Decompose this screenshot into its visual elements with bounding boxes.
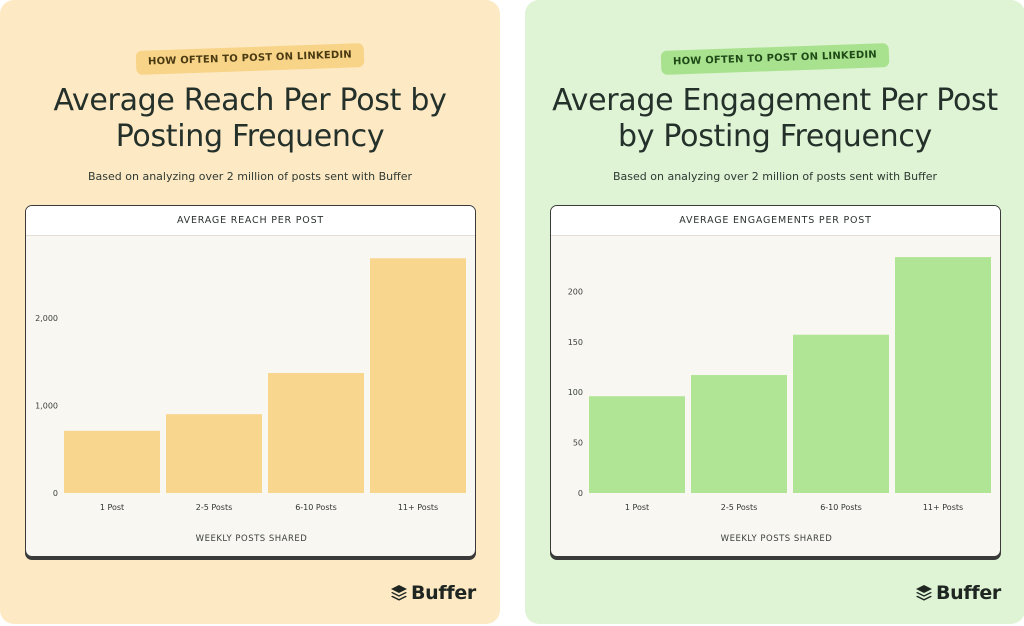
y-tick-label: 2,000 bbox=[35, 314, 58, 323]
engagement-chart: AVERAGE ENGAGEMENTS PER POST 0 50 100 150 20… bbox=[550, 205, 1001, 557]
engagement-card: HOW OFTEN TO POST ON LINKEDIN Average En… bbox=[525, 0, 1024, 624]
engagement-chart-svg: 0 50 100 150 200 1 Post 2-5 Posts 6-10 Posts 11+… bbox=[568, 257, 991, 544]
x-tick-label: 6-10 Posts bbox=[295, 503, 337, 512]
topic-pill: HOW OFTEN TO POST ON LINKEDIN bbox=[135, 43, 365, 75]
bar-11-posts bbox=[370, 258, 466, 493]
chart-title: AVERAGE ENGAGEMENTS PER POST bbox=[551, 206, 1000, 236]
x-tick-label: 6-10 Posts bbox=[820, 503, 862, 512]
bar-6-10-posts bbox=[268, 373, 364, 493]
buffer-logo: Buffer bbox=[390, 582, 476, 604]
bar-2-5-posts bbox=[166, 414, 262, 493]
x-tick-label: 11+ Posts bbox=[398, 503, 438, 512]
y-tick-label: 50 bbox=[573, 439, 583, 448]
buffer-logo: Buffer bbox=[915, 582, 1001, 604]
topic-pill: HOW OFTEN TO POST ON LINKEDIN bbox=[660, 43, 890, 75]
x-tick-label: 1 Post bbox=[625, 503, 649, 512]
x-tick-label: 2-5 Posts bbox=[196, 503, 233, 512]
x-tick-label: 11+ Posts bbox=[923, 503, 963, 512]
card-title-line1: Average Reach Per Post by bbox=[53, 83, 447, 118]
card-title-line1: Average Engagement Per Post bbox=[552, 83, 998, 118]
bar-6-10-posts bbox=[793, 334, 889, 493]
reach-chart: AVERAGE REACH PER POST 0 1,000 2,000 1 Post… bbox=[25, 205, 476, 557]
buffer-layers-icon bbox=[916, 585, 932, 601]
buffer-logo-text: Buffer bbox=[936, 582, 1001, 604]
bar-1-post bbox=[589, 396, 685, 493]
y-tick-label: 1,000 bbox=[35, 401, 58, 410]
x-tick-label: 2-5 Posts bbox=[721, 503, 758, 512]
buffer-logo-text: Buffer bbox=[411, 582, 476, 604]
y-tick-label: 200 bbox=[568, 287, 583, 296]
x-axis-title: WEEKLY POSTS SHARED bbox=[721, 534, 833, 544]
card-subtitle: Based on analyzing over 2 million of pos… bbox=[612, 170, 937, 183]
reach-chart-svg: 0 1,000 2,000 1 Post 2-5 Posts 6-10 Posts 11+ … bbox=[35, 258, 466, 544]
y-tick-label: 150 bbox=[568, 338, 583, 347]
card-title: Average Engagement Per Post by Posting F… bbox=[545, 83, 1005, 155]
bar-2-5-posts bbox=[691, 375, 787, 493]
y-tick-label: 100 bbox=[568, 388, 583, 397]
card-title-line2: Posting Frequency bbox=[115, 119, 385, 154]
card-title: Average Reach Per Post by Posting Freque… bbox=[20, 83, 480, 155]
y-tick-label: 0 bbox=[578, 489, 583, 498]
y-tick-label: 0 bbox=[53, 489, 58, 498]
x-tick-label: 1 Post bbox=[100, 503, 124, 512]
buffer-layers-icon bbox=[391, 585, 407, 601]
reach-card: HOW OFTEN TO POST ON LINKEDIN Average Re… bbox=[0, 0, 500, 624]
card-subtitle: Based on analyzing over 2 million of pos… bbox=[87, 170, 412, 183]
chart-title: AVERAGE REACH PER POST bbox=[26, 206, 475, 236]
card-title-line2: by Posting Frequency bbox=[617, 119, 932, 154]
bar-1-post bbox=[64, 430, 160, 493]
x-axis-title: WEEKLY POSTS SHARED bbox=[196, 534, 308, 544]
bar-11-posts bbox=[895, 257, 991, 493]
